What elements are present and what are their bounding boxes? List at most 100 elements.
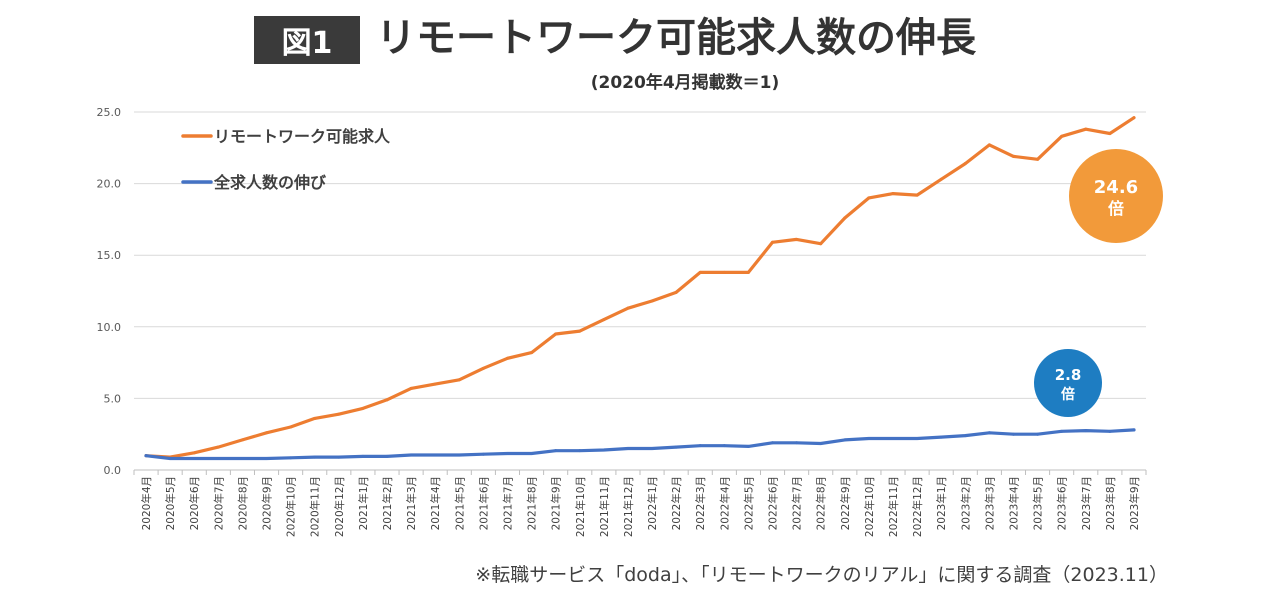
annotation-value: 24.6	[1094, 177, 1138, 198]
x-tick-label: 2020年9月	[261, 476, 274, 530]
legend-label: リモートワーク可能求人	[214, 127, 391, 146]
x-tick-label: 2021年1月	[357, 476, 370, 530]
x-tick-label: 2022年5月	[742, 476, 755, 530]
y-tick-label: 5.0	[104, 392, 122, 405]
data-point-series-1	[409, 386, 413, 390]
x-tick-label: 2022年3月	[694, 476, 707, 530]
data-point-series-2	[915, 436, 919, 440]
annotation-bubble	[1034, 349, 1102, 417]
data-point-series-2	[1011, 432, 1015, 436]
data-point-series-2	[481, 452, 485, 456]
figure-label: 図1	[254, 16, 360, 64]
x-tick-label: 2021年4月	[429, 476, 442, 530]
y-tick-label: 10.0	[97, 321, 122, 334]
data-point-series-1	[1060, 134, 1064, 138]
x-tick-label: 2023年7月	[1080, 476, 1093, 530]
x-tick-label: 2020年4月	[140, 476, 153, 530]
data-point-series-2	[216, 457, 220, 461]
y-tick-label: 25.0	[97, 106, 122, 119]
data-point-series-2	[819, 442, 823, 446]
data-point-series-1	[698, 270, 702, 274]
data-point-series-1	[1011, 154, 1015, 158]
data-point-series-1	[650, 299, 654, 303]
data-point-series-2	[265, 457, 269, 461]
x-tick-label: 2022年9月	[839, 476, 852, 530]
data-point-series-2	[602, 448, 606, 452]
x-tick-label: 2021年5月	[453, 476, 466, 530]
annotation-value: 2.8	[1055, 366, 1082, 384]
data-point-series-1	[939, 177, 943, 181]
x-tick-label: 2022年8月	[815, 476, 828, 530]
x-tick-label: 2022年12月	[911, 476, 924, 537]
x-tick-label: 2022年10月	[863, 476, 876, 537]
data-point-series-1	[433, 382, 437, 386]
data-point-series-2	[963, 434, 967, 438]
x-tick-label: 2021年6月	[477, 476, 490, 530]
data-point-series-1	[1108, 131, 1112, 135]
x-tick-label: 2021年8月	[526, 476, 539, 530]
x-tick-label: 2021年2月	[381, 476, 394, 530]
data-point-series-1	[915, 193, 919, 197]
data-point-series-1	[265, 431, 269, 435]
x-tick-label: 2021年10月	[574, 476, 587, 537]
data-point-series-1	[1036, 157, 1040, 161]
x-tick-label: 2023年5月	[1032, 476, 1045, 530]
annotation-unit: 倍	[1061, 386, 1075, 403]
data-point-series-1	[554, 332, 558, 336]
data-point-series-2	[192, 457, 196, 461]
data-point-series-1	[722, 270, 726, 274]
x-tick-label: 2020年11月	[309, 476, 322, 537]
data-point-series-1	[385, 398, 389, 402]
x-tick-label: 2020年7月	[212, 476, 225, 530]
data-point-series-1	[746, 270, 750, 274]
x-tick-label: 2021年9月	[550, 476, 563, 530]
x-tick-label: 2023年2月	[959, 476, 972, 530]
data-point-series-1	[795, 237, 799, 241]
x-tick-label: 2020年10月	[285, 476, 298, 537]
data-point-series-2	[746, 444, 750, 448]
data-point-series-1	[771, 240, 775, 244]
data-point-series-1	[987, 143, 991, 147]
y-tick-label: 20.0	[97, 178, 122, 191]
chart-title: リモートワーク可能求人数の伸長	[376, 15, 976, 61]
data-point-series-2	[530, 452, 534, 456]
data-point-series-2	[891, 436, 895, 440]
x-tick-label: 2020年6月	[188, 476, 201, 530]
data-point-series-1	[361, 406, 365, 410]
series-line-1	[144, 116, 1136, 459]
data-point-series-1	[337, 412, 341, 416]
data-point-series-2	[867, 436, 871, 440]
legend-label: 全求人数の伸び	[213, 173, 327, 192]
x-tick-label: 2020年12月	[333, 476, 346, 537]
x-tick-label: 2021年12月	[622, 476, 635, 537]
data-point-series-2	[409, 453, 413, 457]
x-tick-label: 2023年9月	[1128, 476, 1141, 530]
x-tick-label: 2022年6月	[767, 476, 780, 530]
data-point-series-2	[674, 445, 678, 449]
data-point-series-2	[1108, 429, 1112, 433]
data-point-series-1	[192, 451, 196, 455]
series-line-2	[144, 428, 1136, 461]
data-point-series-1	[481, 366, 485, 370]
x-tick-label: 2022年4月	[718, 476, 731, 530]
data-point-series-1	[1084, 127, 1088, 131]
data-point-series-1	[578, 329, 582, 333]
data-point-series-1	[626, 306, 630, 310]
data-point-series-2	[554, 449, 558, 453]
y-tick-label: 15.0	[97, 249, 122, 262]
x-tick-label: 2020年8月	[236, 476, 249, 530]
data-point-series-2	[313, 455, 317, 459]
data-point-series-2	[771, 441, 775, 445]
data-point-series-2	[939, 435, 943, 439]
data-point-series-2	[578, 449, 582, 453]
data-point-series-2	[1132, 428, 1136, 432]
data-point-series-1	[505, 356, 509, 360]
chart-subtitle: (2020年4月掲載数＝1)	[590, 73, 780, 93]
data-point-series-1	[963, 162, 967, 166]
data-point-series-2	[987, 431, 991, 435]
data-point-series-2	[1060, 429, 1064, 433]
data-point-series-1	[1132, 116, 1136, 120]
data-point-series-2	[722, 444, 726, 448]
x-tick-label: 2023年4月	[1007, 476, 1020, 530]
